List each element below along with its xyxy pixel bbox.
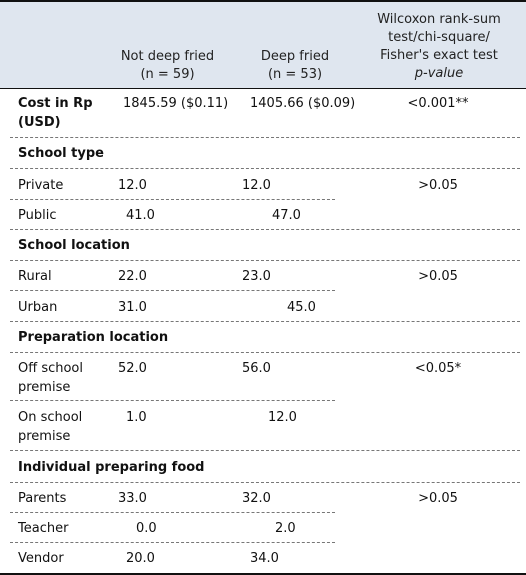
header-not-deep-fried-n: (n = 59) bbox=[140, 67, 195, 82]
section-title-school-type: School type bbox=[18, 146, 104, 161]
row-label-private: Private bbox=[18, 178, 64, 193]
row-divider bbox=[10, 321, 520, 322]
row-divider bbox=[10, 482, 520, 483]
on-school-label-line2: premise bbox=[18, 429, 71, 444]
row-divider bbox=[10, 168, 520, 169]
row-divider bbox=[10, 450, 520, 451]
on-school-deep-fried: 12.0 bbox=[268, 410, 297, 425]
public-not-deep-fried: 41.0 bbox=[126, 208, 155, 223]
header-deep-fried-n: (n = 53) bbox=[267, 67, 323, 82]
header-not-deep-fried: Not deep fried (n = 59) bbox=[110, 48, 225, 84]
cost-label-line2: (USD) bbox=[18, 115, 61, 130]
cost-label-line1: Cost in Rp bbox=[18, 96, 93, 111]
row-label-public: Public bbox=[18, 208, 57, 223]
off-school-deep-fried: 56.0 bbox=[242, 361, 271, 376]
school-type-p-value: >0.05 bbox=[418, 178, 458, 193]
teacher-not-deep-fried: 0.0 bbox=[136, 521, 157, 536]
row-label-rural: Rural bbox=[18, 269, 52, 284]
row-label-teacher: Teacher bbox=[18, 521, 69, 536]
row-divider bbox=[10, 542, 335, 543]
header-rule bbox=[0, 88, 526, 89]
row-divider bbox=[10, 290, 335, 291]
individual-preparing-food-p-value: >0.05 bbox=[418, 491, 458, 506]
header-test-line2: test/chi-square/ bbox=[388, 30, 490, 45]
urban-deep-fried: 45.0 bbox=[287, 300, 316, 315]
on-school-not-deep-fried: 1.0 bbox=[126, 410, 147, 425]
header-test-line3: Fisher's exact test bbox=[380, 48, 498, 63]
row-label-off-school-premise: Off school premise bbox=[18, 359, 83, 397]
section-title-individual-preparing-food: Individual preparing food bbox=[18, 460, 205, 475]
cost-not-deep-fried: 1845.59 ($0.11) bbox=[123, 96, 229, 111]
private-deep-fried: 12.0 bbox=[242, 178, 271, 193]
header-test-line4: p-value bbox=[414, 66, 464, 81]
cost-label: Cost in Rp (USD) bbox=[18, 94, 93, 132]
section-title-preparation-location: Preparation location bbox=[18, 330, 169, 345]
row-label-urban: Urban bbox=[18, 300, 58, 315]
school-location-p-value: >0.05 bbox=[418, 269, 458, 284]
table-header bbox=[0, 0, 526, 88]
preparation-location-p-value: <0.05* bbox=[414, 361, 462, 376]
vendor-not-deep-fried: 20.0 bbox=[126, 551, 155, 566]
rural-not-deep-fried: 22.0 bbox=[118, 269, 147, 284]
header-test-line1: Wilcoxon rank-sum bbox=[377, 12, 501, 27]
row-divider bbox=[10, 352, 520, 353]
urban-not-deep-fried: 31.0 bbox=[118, 300, 147, 315]
table-bottom-rule bbox=[0, 573, 526, 575]
teacher-deep-fried: 2.0 bbox=[275, 521, 296, 536]
row-divider bbox=[10, 199, 335, 200]
section-title-school-location: School location bbox=[18, 238, 130, 253]
public-deep-fried: 47.0 bbox=[272, 208, 301, 223]
cost-p-value: <0.001** bbox=[407, 96, 469, 111]
header-deep-fried-label: Deep fried bbox=[260, 49, 330, 64]
rural-deep-fried: 23.0 bbox=[242, 269, 271, 284]
row-label-vendor: Vendor bbox=[18, 551, 64, 566]
parents-deep-fried: 32.0 bbox=[242, 491, 271, 506]
header-p-value: Wilcoxon rank-sum test/chi-square/ Fishe… bbox=[355, 11, 523, 83]
on-school-label-line1: On school bbox=[18, 410, 83, 425]
row-label-parents: Parents bbox=[18, 491, 67, 506]
row-divider bbox=[10, 137, 520, 138]
off-school-label-line1: Off school bbox=[18, 361, 83, 376]
header-deep-fried: Deep fried (n = 53) bbox=[240, 48, 350, 84]
row-divider bbox=[10, 400, 335, 401]
private-not-deep-fried: 12.0 bbox=[118, 178, 147, 193]
row-divider bbox=[10, 512, 335, 513]
header-not-deep-fried-label: Not deep fried bbox=[120, 49, 215, 64]
table-top-rule bbox=[0, 0, 526, 2]
off-school-not-deep-fried: 52.0 bbox=[118, 361, 147, 376]
vendor-deep-fried: 34.0 bbox=[250, 551, 279, 566]
row-divider bbox=[10, 229, 520, 230]
parents-not-deep-fried: 33.0 bbox=[118, 491, 147, 506]
cost-deep-fried: 1405.66 ($0.09) bbox=[250, 96, 356, 111]
row-divider bbox=[10, 260, 520, 261]
off-school-label-line2: premise bbox=[18, 380, 71, 395]
row-label-on-school-premise: On school premise bbox=[18, 408, 82, 446]
